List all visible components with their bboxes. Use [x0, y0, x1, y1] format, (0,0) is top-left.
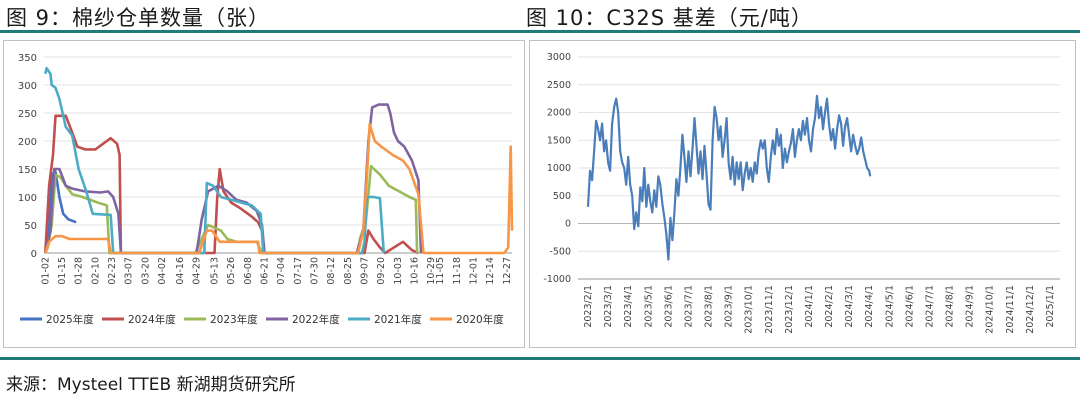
x-tick-label: 2024/11/1 [1005, 285, 1016, 334]
x-tick-label: 06-08 [243, 257, 254, 285]
y-tick-label: 50 [24, 221, 37, 232]
x-tick-label: 06-21 [260, 257, 271, 285]
legend-label: 2025年度 [46, 313, 94, 326]
x-tick-label: 03-07 [124, 257, 135, 285]
x-tick-label: 10-29 [426, 257, 437, 285]
x-tick-label: 2024/7/1 [924, 285, 935, 328]
title-rule [0, 30, 1080, 33]
x-tick-label: 09-20 [376, 257, 387, 285]
x-tick-label: 2023/8/1 [704, 285, 715, 328]
y-tick-label: 100 [18, 193, 37, 204]
basis-panel: -1000 -500 0 500 1000 1500 2000 2500 3000 2023/2/… [529, 40, 1076, 348]
y-tick-label: 500 [553, 191, 571, 202]
series-line-1 [44, 170, 77, 254]
x-tick-label: 08-25 [343, 257, 354, 285]
x-tick-label: 2023/10/1 [744, 285, 755, 334]
x-tick-label: 10-03 [393, 257, 404, 285]
y-tick-label: 250 [18, 109, 37, 120]
x-tick-label: 01-28 [74, 257, 85, 285]
x-tick-label: 07-17 [293, 257, 304, 285]
y-tick-label: 200 [18, 137, 37, 148]
y-tick-label: -1000 [543, 274, 571, 285]
x-tick-label: 2023/5/1 [643, 285, 654, 328]
x-tick-label: 2023/3/1 [603, 285, 614, 328]
y-tick-label: 2500 [547, 80, 571, 91]
x-tick-label: 2023/12/1 [784, 285, 795, 334]
y-tick-label: 1500 [547, 135, 571, 146]
y-tick-label: 300 [18, 81, 37, 92]
x-tick-label: 2023/2/1 [583, 285, 594, 328]
y-tick-label: 2000 [547, 108, 571, 119]
x-tick-label: 07-30 [310, 257, 321, 285]
x-tick-label: 05-13 [210, 257, 221, 285]
left-figure-title: 图 9：棉纱仓单数量（张） [6, 6, 271, 30]
x-tick-label: 05-26 [226, 257, 237, 285]
x-tick-label: 2023/9/1 [724, 285, 735, 328]
x-tick-label: 2025/1/1 [1045, 285, 1056, 328]
x-tick-label: 2024/1/1 [804, 285, 815, 328]
warehouse-receipts-panel: 0 50 100 150 200 250 300 350 01-02 01-15 01-28 02-1… [3, 40, 525, 348]
x-tick-label: 10-16 [410, 257, 421, 285]
series-line-4 [44, 103, 423, 255]
y-tick-label: 0 [565, 219, 571, 230]
x-tick-label: 2024/3/1 [844, 285, 855, 328]
x-tick-label: 2024/12/1 [1025, 285, 1036, 334]
y-tick-label: 1000 [547, 163, 571, 174]
x-tick-label: 01-15 [57, 257, 68, 285]
y-tick-label: 350 [18, 53, 37, 64]
legend-label: 2024年度 [128, 313, 176, 326]
x-tick-label: 2024/9/1 [965, 285, 976, 328]
x-tick-label: 11-05 [435, 257, 446, 285]
source-note: 来源：Mysteel TTEB 新湖期货研究所 [6, 375, 296, 395]
series-line-6 [44, 122, 514, 255]
x-tick-label: 2023/11/1 [764, 285, 775, 334]
x-tick-label: 09-07 [360, 257, 371, 285]
x-tick-label: 08-12 [326, 257, 337, 285]
legend-label: 2023年度 [210, 313, 258, 326]
x-tick-label: 11-18 [452, 257, 463, 285]
warehouse-receipts-chart: 0 50 100 150 200 250 300 350 01-02 01-15 01-28 02-1… [18, 53, 514, 326]
legend-label: 2020年度 [456, 313, 504, 326]
x-tick-label: 2023/4/1 [623, 285, 634, 328]
bottom-rule [0, 357, 1080, 360]
x-tick-label: 01-02 [40, 257, 51, 285]
right-figure-title: 图 10：C32S 基差（元/吨） [526, 6, 813, 30]
series-line-5 [44, 66, 386, 255]
x-tick-label: 2023/6/1 [663, 285, 674, 328]
x-tick-label: 02-10 [90, 257, 101, 285]
x-tick-label: 12-01 [469, 257, 480, 285]
y-tick-label: 3000 [547, 52, 571, 63]
x-tick-label: 12-27 [502, 257, 513, 285]
x-tick-label: 2024/5/1 [884, 285, 895, 328]
x-tick-label: 2024/4/1 [864, 285, 875, 328]
x-tick-label: 07-04 [276, 257, 287, 285]
x-tick-label: 2024/8/1 [945, 285, 956, 328]
y-tick-label: 0 [31, 249, 37, 260]
x-tick-label: 2024/10/1 [985, 285, 996, 334]
y-tick-label: -500 [549, 246, 571, 257]
x-tick-label: 2023/7/1 [683, 285, 694, 328]
legend-label: 2022年度 [292, 313, 340, 326]
x-tick-label: 2024/2/1 [824, 285, 835, 328]
x-tick-label: 04-29 [192, 257, 203, 285]
x-tick-label: 2024/6/1 [904, 285, 915, 328]
legend-label: 2021年度 [374, 313, 422, 326]
basis-chart: -1000 -500 0 500 1000 1500 2000 2500 3000 2023/2/… [543, 52, 1060, 334]
x-tick-label: 12-14 [485, 257, 496, 285]
x-tick-label: 04-02 [157, 257, 168, 285]
y-tick-label: 150 [18, 165, 37, 176]
x-tick-label: 04-16 [175, 257, 186, 285]
x-tick-label: 02-23 [107, 257, 118, 285]
x-tick-label: 03-20 [140, 257, 151, 285]
basis-series-line [586, 94, 872, 261]
